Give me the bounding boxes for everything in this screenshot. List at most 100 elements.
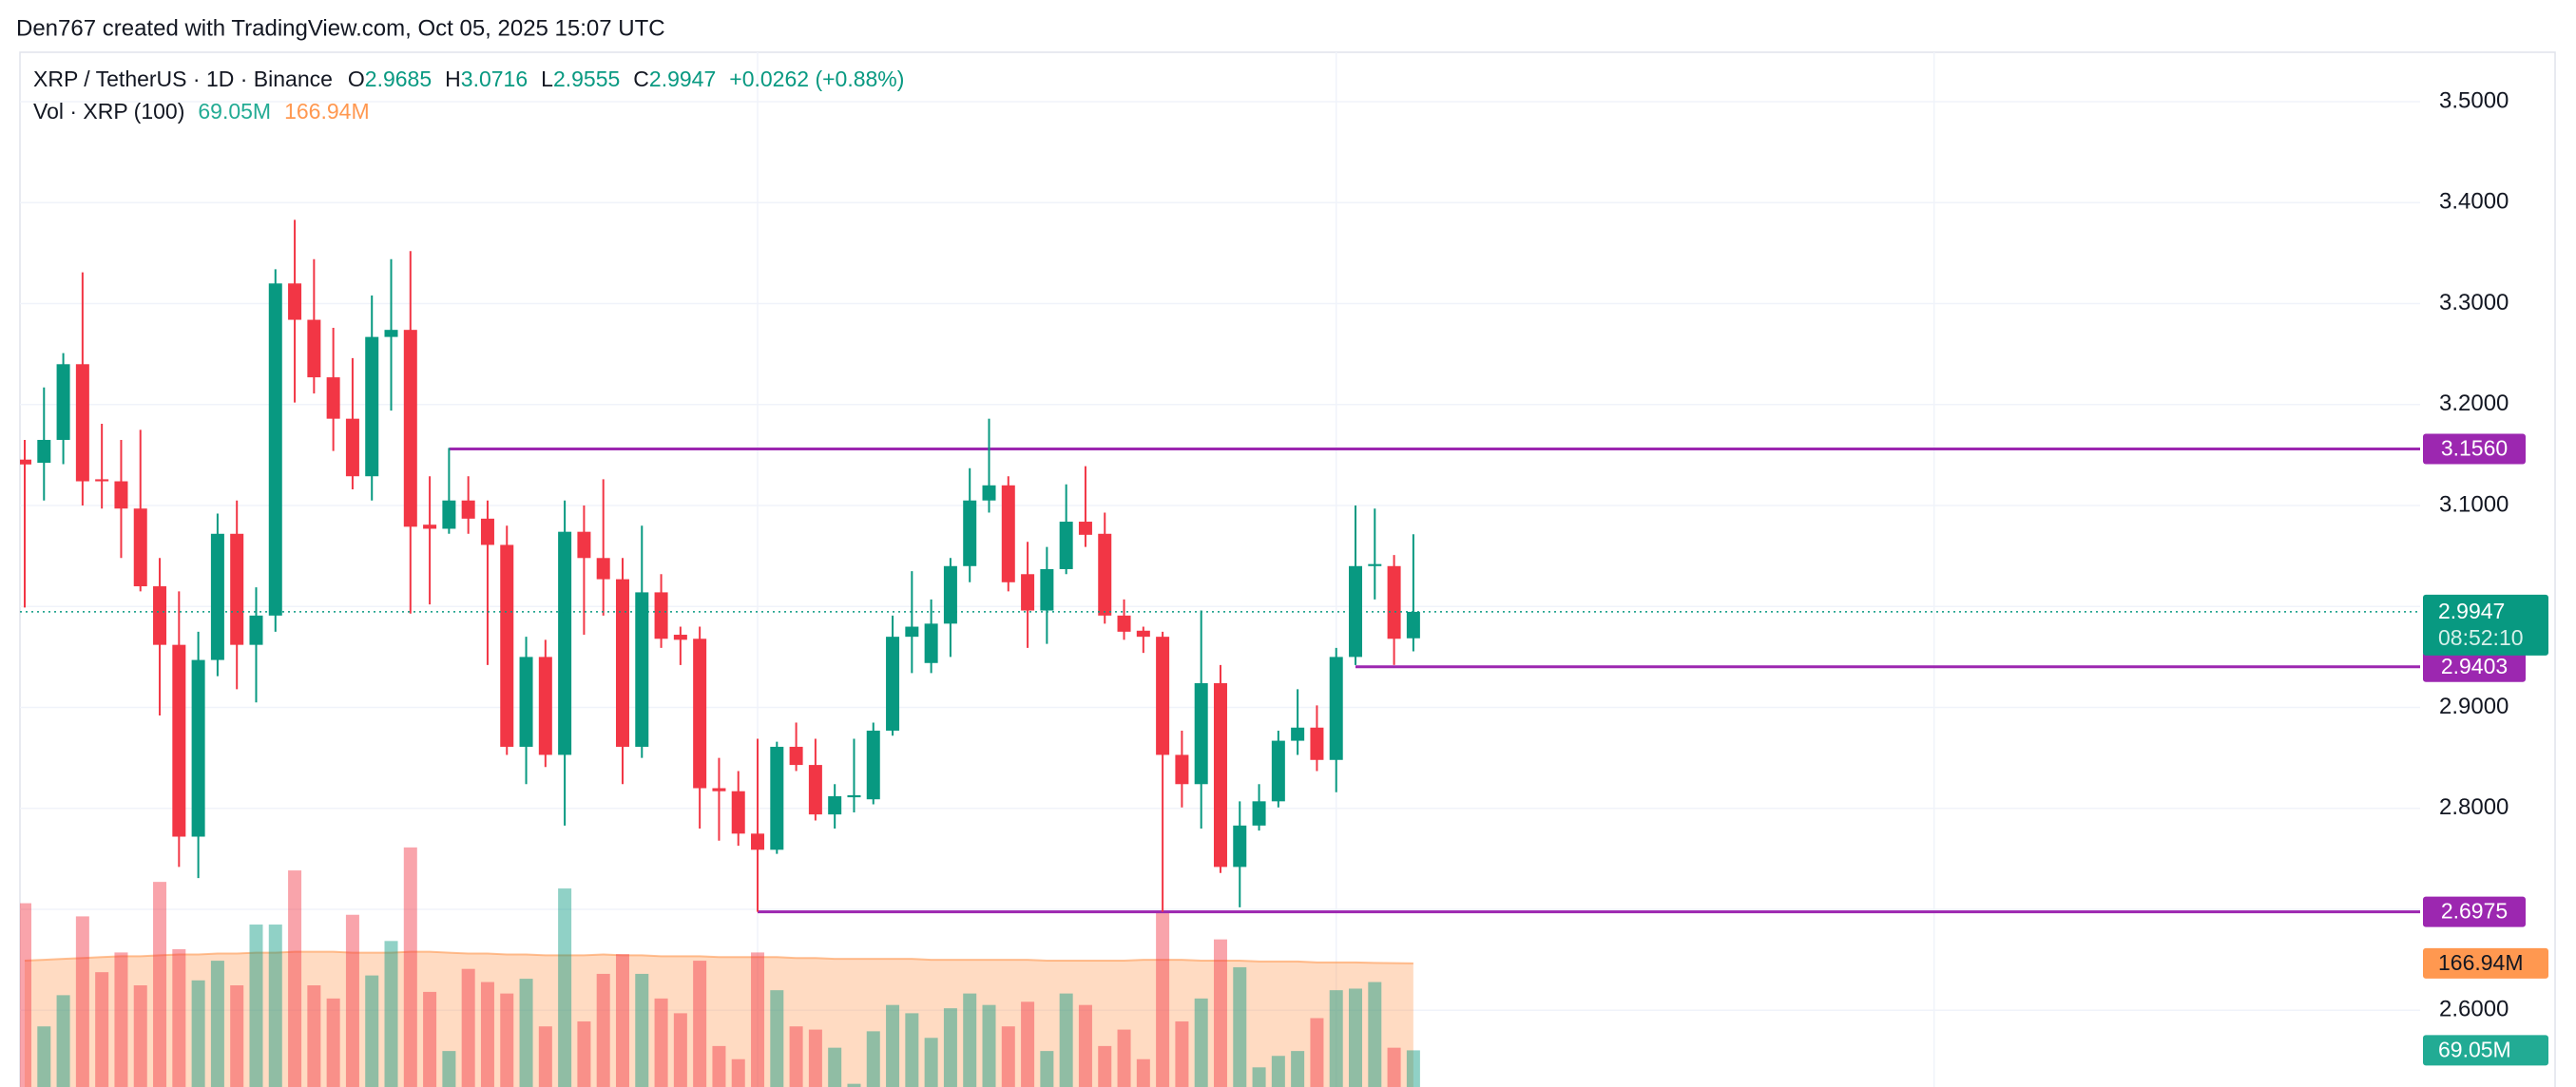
volume-bar [635,973,649,1087]
legend: XRP / TetherUS · 1D · Binance O2.9685 H3.0… [33,67,904,124]
level-label-box [2423,433,2526,465]
volume-bar [905,1013,919,1087]
candle-body [230,533,244,645]
candle-body [731,791,745,834]
legend-volume: Vol · XRP (100) 69.05M 166.94M [33,99,370,124]
candle-body [751,833,765,850]
volume-bar [114,952,128,1087]
volume-bar [943,1008,957,1087]
volume-bar [924,1038,938,1087]
volume-bar [654,998,668,1087]
volume-bar [866,1031,880,1087]
candle-body [191,659,205,837]
volume-bar [423,991,437,1087]
volume-bar [307,985,321,1087]
volume-bar [1213,939,1227,1087]
candle-body [172,644,186,837]
candle-body [654,592,668,639]
candle-body [288,283,302,320]
header: Den767 created with TradingView.com, Oct… [16,15,665,41]
candle-body [1271,740,1285,802]
candle-body [905,626,919,638]
candle-body [1098,533,1112,616]
volume-bar [693,961,707,1087]
candle-body [153,586,167,645]
candle-body [268,283,282,616]
candle-body [1406,611,1420,639]
candle-body [866,730,880,800]
candle-body [577,531,591,559]
volume-bar [1271,1056,1285,1087]
candle-body [442,500,456,529]
volume-bar [365,975,379,1087]
candle-body [982,485,996,501]
candle-body [519,657,533,747]
legend-ohlc: XRP / TetherUS · 1D · Binance O2.9685 H3.0… [33,67,904,91]
volume-bar [230,985,244,1087]
volume-bar [1233,967,1247,1087]
volume-bar [480,982,494,1087]
volume-bar [20,903,31,1087]
candle-body [114,481,128,509]
legend-change: +0.0262 (+0.88%) [729,67,904,91]
volume-bar [1117,1029,1131,1087]
candle-body [1117,615,1131,632]
volume-bar [828,1047,842,1087]
volume-bar [172,948,186,1087]
volume-bar [1291,1051,1305,1087]
level-label-box [2423,896,2526,927]
volume-ma-label: 166.94M [2438,950,2524,975]
candle-body [789,746,803,766]
volume-bar [37,1026,51,1087]
volume-bar [712,1045,726,1087]
legend-volume-ma: 166.94M [284,99,370,124]
candle-body [210,533,224,660]
legend-symbol: XRP / TetherUS · 1D · Binance [33,67,333,91]
volume-bar [75,916,89,1087]
price-label-box [2423,594,2548,656]
legend-ohlc-value: 2.9947 [649,67,716,91]
volume-bar [153,882,167,1087]
volume-bar [847,1083,861,1087]
y-tick-label: 2.9000 [2439,694,2509,719]
candle-body [770,746,784,850]
candle-body [56,364,70,440]
candle-body [403,330,417,527]
plot [20,219,2420,1087]
volume-bar [1175,1020,1189,1087]
candle-body [95,479,109,482]
frame [19,51,2556,1087]
candle-body [345,418,359,477]
price-label: 2.9947 [2438,599,2505,623]
volume-bar [326,998,340,1087]
candle-body [1233,825,1247,868]
volume-bar [1252,1067,1266,1087]
volume-bar [1310,1018,1324,1087]
volume-bar [191,980,205,1087]
candle-body [326,377,340,419]
candle-body [943,565,957,624]
candle-body [500,544,514,747]
volume-bar [577,1020,591,1087]
y-tick-label: 3.4000 [2439,189,2509,215]
volume-bar [1078,1004,1092,1087]
level-label-box [2423,651,2526,682]
volume-bar [982,1004,996,1087]
candle-body [1213,683,1227,868]
candle-body [249,615,263,645]
candle-body [1329,657,1343,760]
candle-body [1040,568,1054,611]
volume-bar [886,1004,900,1087]
y-tick-label: 3.2000 [2439,391,2509,416]
volume-bar [133,985,147,1087]
volume-bar [1156,912,1170,1087]
candle-body [365,336,379,477]
candle-body [963,500,977,566]
candle-body [133,508,147,587]
candle-body [1310,727,1324,760]
candle-body [886,637,900,731]
volume-bar [963,993,977,1087]
candle-body [808,765,822,815]
